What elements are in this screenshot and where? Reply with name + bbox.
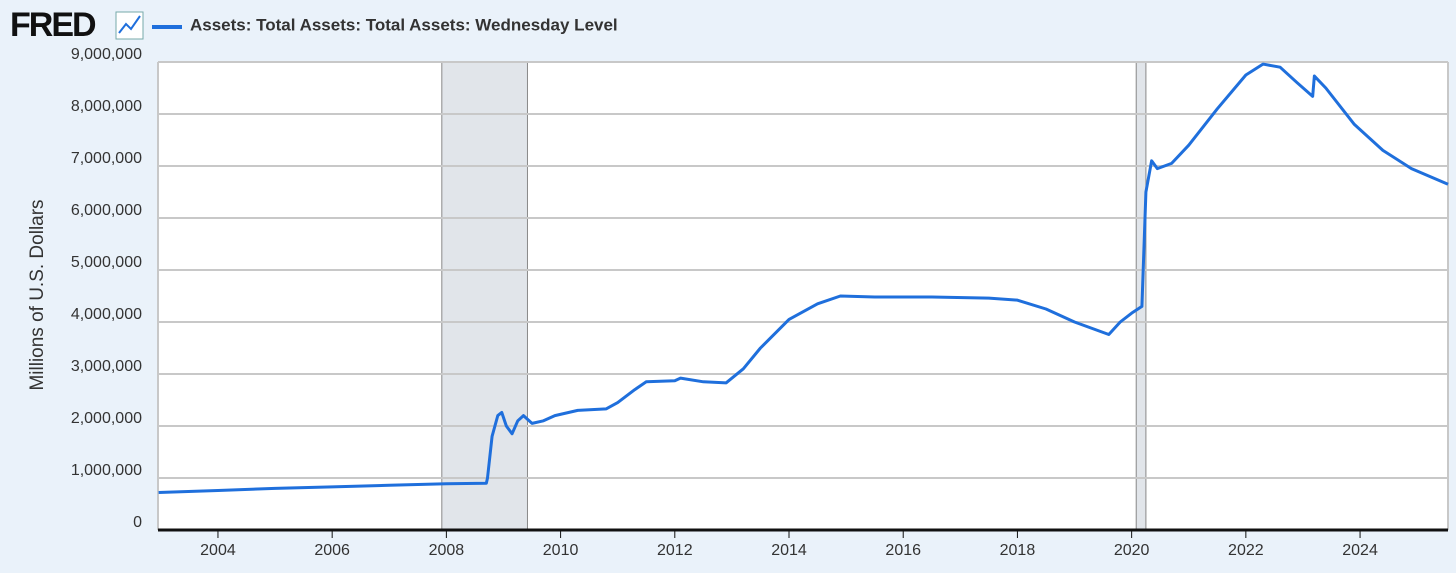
x-tick-label: 2016 — [885, 542, 921, 559]
plot-area — [158, 62, 1448, 530]
recession-shade — [441, 61, 528, 531]
y-tick-label: 9,000,000 — [71, 46, 142, 63]
y-tick-label: 3,000,000 — [71, 358, 142, 375]
y-tick-label: 0 — [133, 514, 142, 531]
x-tick-label: 2014 — [771, 542, 807, 559]
x-tick-label: 2022 — [1228, 542, 1264, 559]
x-tick-label: 2008 — [429, 542, 465, 559]
y-tick-label: 8,000,000 — [71, 98, 142, 115]
x-tick-label: 2006 — [314, 542, 350, 559]
legend-label: Assets: Total Assets: Total Assets: Wedn… — [190, 15, 618, 34]
y-tick-label: 6,000,000 — [71, 202, 142, 219]
x-tick-label: 2020 — [1114, 542, 1150, 559]
x-tick-label: 2024 — [1342, 542, 1378, 559]
x-tick-label: 2018 — [1000, 542, 1036, 559]
y-tick-label: 2,000,000 — [71, 410, 142, 427]
series-line — [158, 62, 1449, 495]
x-tick-label: 2010 — [543, 542, 579, 559]
y-tick-label: 4,000,000 — [71, 306, 142, 323]
x-tick-label: 2012 — [657, 542, 693, 559]
logo-icon — [115, 11, 144, 40]
y-tick-label: 5,000,000 — [71, 254, 142, 271]
y-tick-label: 1,000,000 — [71, 462, 142, 479]
logo: FRED — [10, 6, 96, 44]
y-tick-label: 7,000,000 — [71, 150, 142, 167]
y-axis-label: Millions of U.S. Dollars — [27, 199, 48, 390]
x-tick-label: 2004 — [200, 542, 236, 559]
